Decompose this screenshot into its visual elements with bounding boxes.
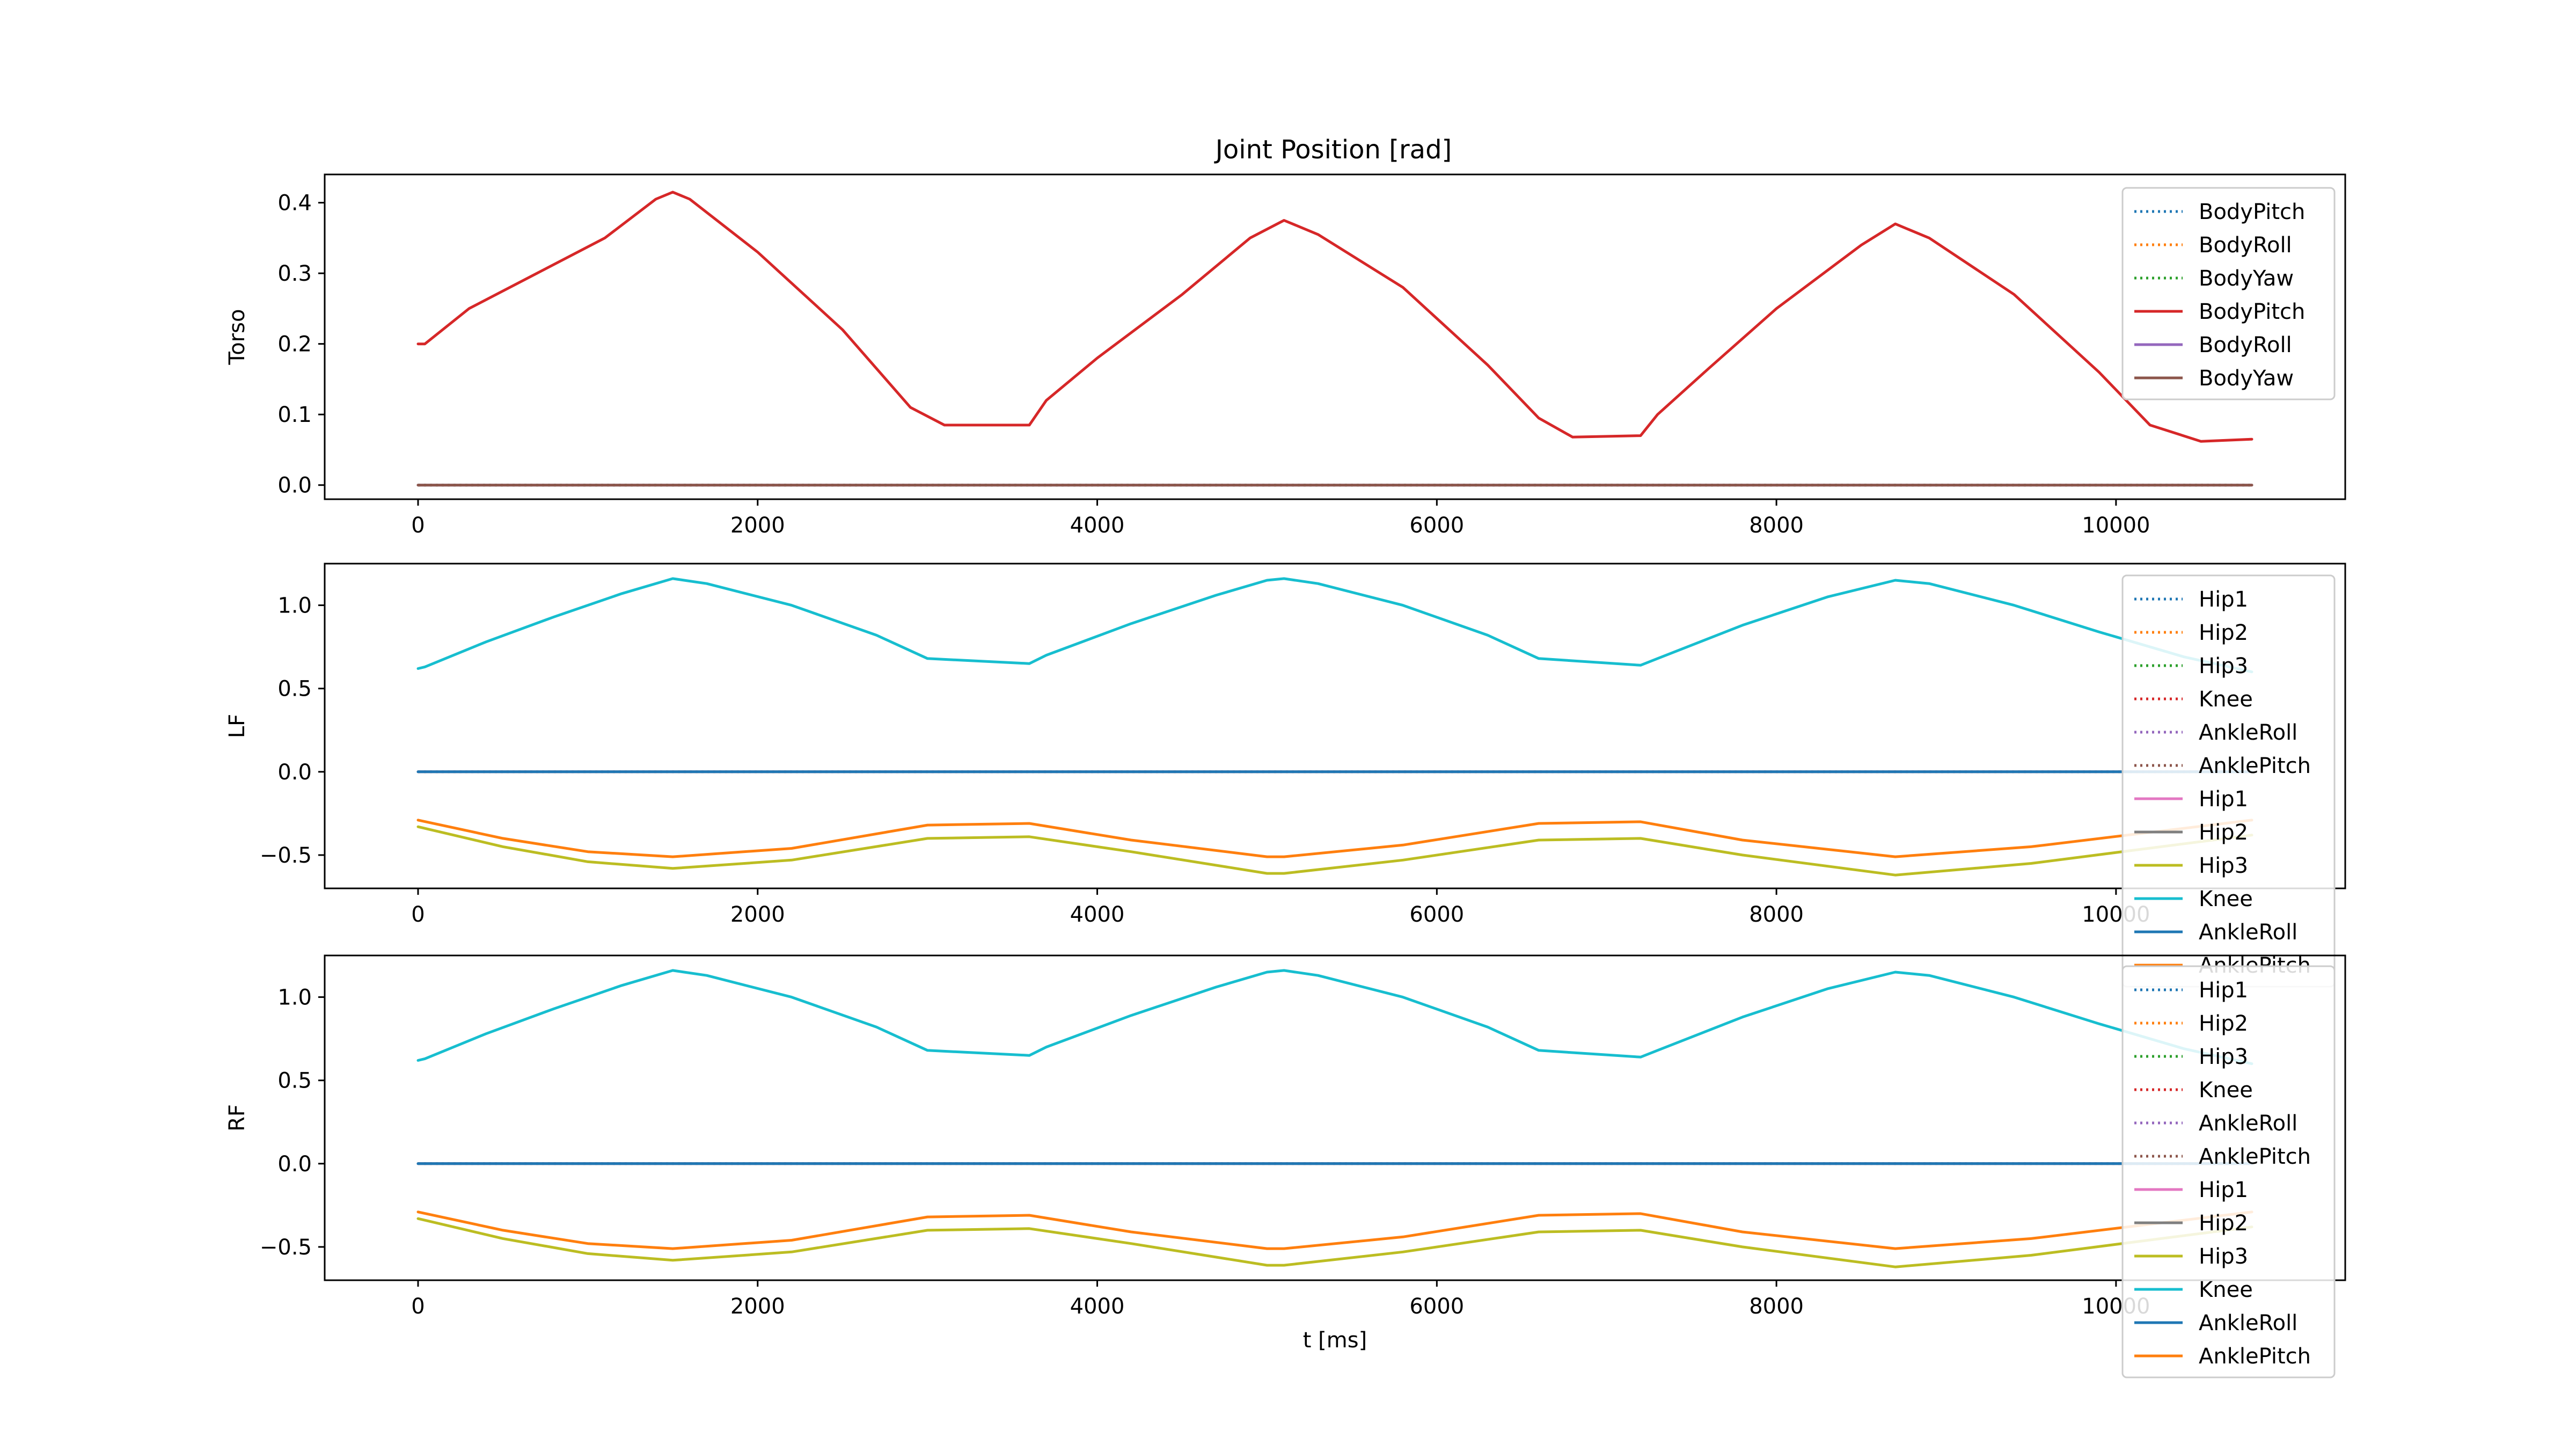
legend-box xyxy=(2121,965,2336,1378)
legend-label: Hip1 xyxy=(2199,1178,2248,1202)
legend-label: BodyYaw xyxy=(2199,366,2294,391)
x-tick-label: 8000 xyxy=(1749,513,1804,538)
x-tick-label: 8000 xyxy=(1749,902,1804,927)
y-tick-label: 0.1 xyxy=(277,403,312,427)
x-tick-label: 4000 xyxy=(1070,513,1125,538)
y-tick-label: 0.0 xyxy=(277,473,312,498)
series-line-anklepitch-solid xyxy=(416,1210,2253,1250)
legend-label: AnkleRoll xyxy=(2199,1111,2297,1136)
legend-label: AnkleRoll xyxy=(2199,1311,2297,1336)
legend-label: BodyRoll xyxy=(2199,333,2292,357)
legend-label: Hip3 xyxy=(2199,654,2248,678)
x-tick-label: 8000 xyxy=(1749,1294,1804,1319)
plot-frame xyxy=(324,954,2346,1281)
y-tick-label: 1.0 xyxy=(277,594,312,618)
legend-rf: Hip1 Hip2 Hip3 Knee AnkleRoll AnklePitch Hip1 H… xyxy=(2121,965,2336,1378)
legend-label: AnklePitch xyxy=(2199,1344,2311,1369)
legend-label: Hip1 xyxy=(2199,787,2248,812)
y-tick-label: −0.5 xyxy=(260,1235,312,1260)
legend-label: Hip2 xyxy=(2199,1211,2248,1236)
x-tick-label: 2000 xyxy=(730,513,785,538)
legend-label: Knee xyxy=(2199,687,2253,712)
panels: 0 2000 4000 6000 8000 10000 0.0 0.1 0.2 0.3 0.4 Tor… xyxy=(225,173,2346,1378)
x-axis-label: t [ms] xyxy=(1303,1328,1367,1353)
legend-label: Knee xyxy=(2199,1078,2253,1103)
legend-label: AnkleRoll xyxy=(2199,920,2297,945)
legend-label: Knee xyxy=(2199,1278,2253,1302)
y-tick-label: 0.5 xyxy=(277,1069,312,1093)
x-tick-label: 10000 xyxy=(2082,513,2150,538)
x-tick-label: 6000 xyxy=(1409,1294,1464,1319)
legend-label: Hip1 xyxy=(2199,978,2248,1003)
legend-label: Hip3 xyxy=(2199,1244,2248,1269)
legend-lf: Hip1 Hip2 Hip3 Knee AnkleRoll AnklePitch Hip1 H… xyxy=(2121,574,2336,988)
series-group xyxy=(416,191,2253,487)
x-tick-label: 2000 xyxy=(730,902,785,927)
panel-torso: 0 2000 4000 6000 8000 10000 0.0 0.1 0.2 0.3 0.4 Tor… xyxy=(225,173,2346,538)
legend-label: AnkleRoll xyxy=(2199,720,2297,745)
x-tick-label: 6000 xyxy=(1409,902,1464,927)
series-line-knee-solid xyxy=(416,577,2253,674)
plot-frame xyxy=(324,173,2346,500)
series-line-anklepitch-solid xyxy=(416,819,2253,858)
legend-label: Hip2 xyxy=(2199,621,2248,645)
x-tick-label: 4000 xyxy=(1070,1294,1125,1319)
series-line-hip3-solid xyxy=(416,825,2253,877)
legend-label: Hip3 xyxy=(2199,1045,2248,1069)
y-axis-label: Torso xyxy=(225,309,250,366)
y-axis-label: LF xyxy=(225,714,250,738)
y-tick-label: −0.5 xyxy=(260,843,312,868)
series-line-knee-solid xyxy=(416,969,2253,1066)
y-tick-label: 1.0 xyxy=(277,986,312,1010)
legend-label: BodyPitch xyxy=(2199,200,2305,224)
legend-label: AnklePitch xyxy=(2199,1144,2311,1169)
legend-label: Hip3 xyxy=(2199,853,2248,878)
legend-label: Knee xyxy=(2199,887,2253,911)
y-tick-label: 0.0 xyxy=(277,760,312,785)
legend-label: AnklePitch xyxy=(2199,754,2311,778)
series-group xyxy=(416,969,2253,1268)
legend-label: BodyRoll xyxy=(2199,233,2292,258)
x-tick-label: 0 xyxy=(411,1294,425,1319)
plot-frame xyxy=(324,563,2346,889)
panel-lf: 0 2000 4000 6000 8000 10000−0.50.00.51.0LFHip… xyxy=(225,563,2346,988)
series-line-hip3-solid xyxy=(416,1217,2253,1268)
y-tick-label: 0.4 xyxy=(277,191,312,216)
x-tick-label: 2000 xyxy=(730,1294,785,1319)
legend-label: Hip2 xyxy=(2199,820,2248,845)
x-tick-label: 4000 xyxy=(1070,902,1125,927)
legend-label: BodyYaw xyxy=(2199,266,2294,291)
x-tick-label: 0 xyxy=(411,513,425,538)
legend-torso: BodyPitch BodyRoll BodyYaw BodyPitch BodyRol… xyxy=(2121,187,2336,400)
legend-box xyxy=(2121,187,2336,400)
y-tick-label: 0.0 xyxy=(277,1152,312,1177)
x-tick-label: 6000 xyxy=(1409,513,1464,538)
y-tick-label: 0.2 xyxy=(277,332,312,357)
y-axis-label: RF xyxy=(225,1104,250,1132)
figure-title: Joint Position [rad] xyxy=(1214,135,1452,165)
x-tick-label: 0 xyxy=(411,902,425,927)
legend-label: BodyPitch xyxy=(2199,300,2305,324)
legend-label: Hip1 xyxy=(2199,587,2248,612)
series-group xyxy=(416,577,2253,877)
legend-label: Hip2 xyxy=(2199,1011,2248,1036)
y-tick-label: 0.5 xyxy=(277,677,312,702)
series-line-bodypitch-solid xyxy=(416,191,2253,443)
y-tick-label: 0.3 xyxy=(277,261,312,286)
